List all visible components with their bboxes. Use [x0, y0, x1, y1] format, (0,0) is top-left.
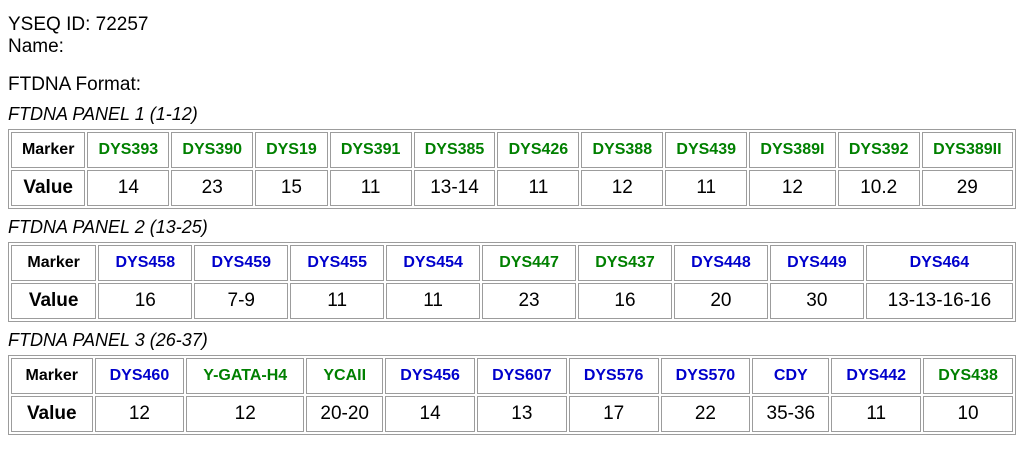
- value-row-label: Value: [11, 170, 86, 206]
- marker-name: DYS391: [329, 132, 412, 168]
- panel-3-title: FTDNA PANEL 3 (26-37): [8, 330, 208, 350]
- marker-name: DYS459: [194, 245, 289, 281]
- marker-value: 16: [98, 283, 193, 319]
- marker-value: 12: [581, 170, 664, 206]
- marker-value: 7-9: [194, 283, 289, 319]
- ftdna-format-heading: FTDNA Format:: [8, 74, 142, 95]
- marker-row-label: Marker: [11, 132, 86, 168]
- marker-name: DYS393: [87, 132, 170, 168]
- panel-2-value-row: Value 16 7-9 11 11 23 16 20 30 13-13-16-…: [11, 283, 1013, 319]
- marker-name: DYS439: [665, 132, 748, 168]
- marker-name: DYS389I: [749, 132, 836, 168]
- marker-value: 13-14: [413, 170, 496, 206]
- results-page: YSEQ ID: 72257 Name: FTDNA Format: FTDNA…: [8, 14, 1016, 435]
- marker-name: DYS442: [831, 358, 922, 394]
- marker-name: DYS456: [385, 358, 475, 394]
- marker-value: 17: [568, 396, 659, 432]
- marker-name: DYS464: [865, 245, 1013, 281]
- marker-name: DYS426: [497, 132, 580, 168]
- marker-name: DYS438: [923, 358, 1013, 394]
- marker-value: 13-13-16-16: [865, 283, 1013, 319]
- marker-name: DYS385: [413, 132, 496, 168]
- marker-row-label: Marker: [11, 245, 97, 281]
- marker-name: DYS454: [386, 245, 481, 281]
- panel-3-marker-row: Marker DYS460 Y-GATA-H4 YCAII DYS456 DYS…: [11, 358, 1013, 394]
- marker-value: 35-36: [752, 396, 830, 432]
- marker-value: 10.2: [837, 170, 920, 206]
- panel-1-value-row: Value 14 23 15 11 13-14 11 12 11 12 10.2…: [11, 170, 1013, 206]
- marker-name: YCAII: [306, 358, 384, 394]
- marker-name: CDY: [752, 358, 830, 394]
- marker-value: 11: [497, 170, 580, 206]
- panel-3-value-row: Value 12 12 20-20 14 13 17 22 35-36 11 1…: [11, 396, 1013, 432]
- panel-2-marker-row: Marker DYS458 DYS459 DYS455 DYS454 DYS44…: [11, 245, 1013, 281]
- marker-name: DYS389II: [921, 132, 1013, 168]
- name-text: Name:: [8, 36, 64, 57]
- marker-value: 10: [923, 396, 1013, 432]
- marker-name: DYS388: [581, 132, 664, 168]
- panel-2-title: FTDNA PANEL 2 (13-25): [8, 217, 208, 237]
- marker-value: 20: [673, 283, 768, 319]
- marker-name: DYS460: [94, 358, 185, 394]
- marker-value: 30: [769, 283, 864, 319]
- marker-value: 23: [482, 283, 577, 319]
- marker-value: 14: [87, 170, 170, 206]
- panel-1-marker-row: Marker DYS393 DYS390 DYS19 DYS391 DYS385…: [11, 132, 1013, 168]
- marker-row-label: Marker: [11, 358, 93, 394]
- marker-name: DYS437: [578, 245, 672, 281]
- marker-value: 13: [476, 396, 567, 432]
- panel-1-title: FTDNA PANEL 1 (1-12): [8, 104, 198, 124]
- marker-value: 11: [665, 170, 748, 206]
- panel-1-table: Marker DYS393 DYS390 DYS19 DYS391 DYS385…: [8, 129, 1016, 209]
- yseq-id-text: YSEQ ID: 72257: [8, 14, 149, 35]
- marker-value: 11: [329, 170, 412, 206]
- id-block: YSEQ ID: 72257 Name:: [8, 14, 1016, 58]
- marker-name: DYS607: [476, 358, 567, 394]
- marker-name: DYS458: [98, 245, 193, 281]
- marker-name: DYS447: [482, 245, 577, 281]
- marker-value: 16: [578, 283, 672, 319]
- value-row-label: Value: [11, 283, 97, 319]
- panel-2-table: Marker DYS458 DYS459 DYS455 DYS454 DYS44…: [8, 242, 1016, 322]
- marker-name: DYS19: [255, 132, 328, 168]
- marker-name: DYS449: [769, 245, 864, 281]
- marker-value: 11: [831, 396, 922, 432]
- marker-name: DYS455: [290, 245, 385, 281]
- marker-name: DYS392: [837, 132, 920, 168]
- marker-value: 22: [660, 396, 751, 432]
- marker-value: 23: [171, 170, 254, 206]
- marker-name: DYS570: [660, 358, 751, 394]
- marker-name: DYS448: [673, 245, 768, 281]
- marker-name: DYS390: [171, 132, 254, 168]
- marker-name: Y-GATA-H4: [186, 358, 305, 394]
- marker-value: 11: [290, 283, 385, 319]
- marker-value: 20-20: [306, 396, 384, 432]
- marker-value: 15: [255, 170, 328, 206]
- marker-value: 12: [94, 396, 185, 432]
- value-row-label: Value: [11, 396, 93, 432]
- marker-value: 11: [386, 283, 481, 319]
- marker-value: 12: [749, 170, 836, 206]
- panel-3-table: Marker DYS460 Y-GATA-H4 YCAII DYS456 DYS…: [8, 355, 1016, 435]
- marker-value: 29: [921, 170, 1013, 206]
- marker-value: 14: [385, 396, 475, 432]
- marker-name: DYS576: [568, 358, 659, 394]
- marker-value: 12: [186, 396, 305, 432]
